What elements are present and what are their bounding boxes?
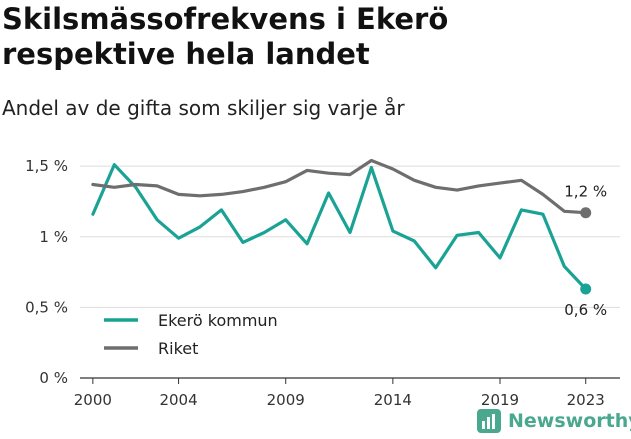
- series-line-riket: [91, 158, 588, 215]
- legend-label: Ekerö kommun: [158, 311, 278, 330]
- y-tick-label: 1 %: [39, 228, 68, 246]
- y-tick-label: 1,5 %: [25, 157, 68, 175]
- brand-logo: Newsworthy: [476, 406, 631, 436]
- legend: Ekerö kommun Riket: [104, 311, 278, 358]
- series-lines: [91, 158, 592, 295]
- end-labels: 0,6 % 1,2 %: [564, 183, 607, 319]
- series-line-ekero: [91, 163, 588, 291]
- x-tick-label: 2023: [567, 391, 605, 409]
- x-tick-label: 2014: [374, 391, 412, 409]
- end-point-marker: [580, 207, 592, 219]
- gridlines: [80, 165, 620, 379]
- brand-name: Newsworthy: [508, 410, 631, 432]
- end-value-label: 1,2 %: [564, 183, 607, 201]
- chart-title: Skilsmässofrekvens i Ekerö respektive he…: [2, 2, 449, 71]
- x-tick-label: 2000: [74, 391, 112, 409]
- x-axis-ticks: 2000 2004 2009 2014 2019 2023: [74, 378, 605, 409]
- y-axis-ticks: 0 % 0,5 % 1 % 1,5 %: [25, 157, 68, 387]
- y-tick-label: 0,5 %: [25, 298, 68, 316]
- x-tick-label: 2019: [481, 391, 519, 409]
- legend-label: Riket: [158, 339, 198, 358]
- end-value-label: 0,6 %: [564, 301, 607, 319]
- end-point-marker: [580, 283, 592, 295]
- x-tick-label: 2004: [159, 391, 197, 409]
- y-tick-label: 0 %: [39, 369, 68, 387]
- chart-subtitle: Andel av de gifta som skiljer sig varje …: [2, 96, 405, 120]
- newsworthy-logo-icon: [477, 409, 501, 433]
- x-tick-label: 2009: [267, 391, 305, 409]
